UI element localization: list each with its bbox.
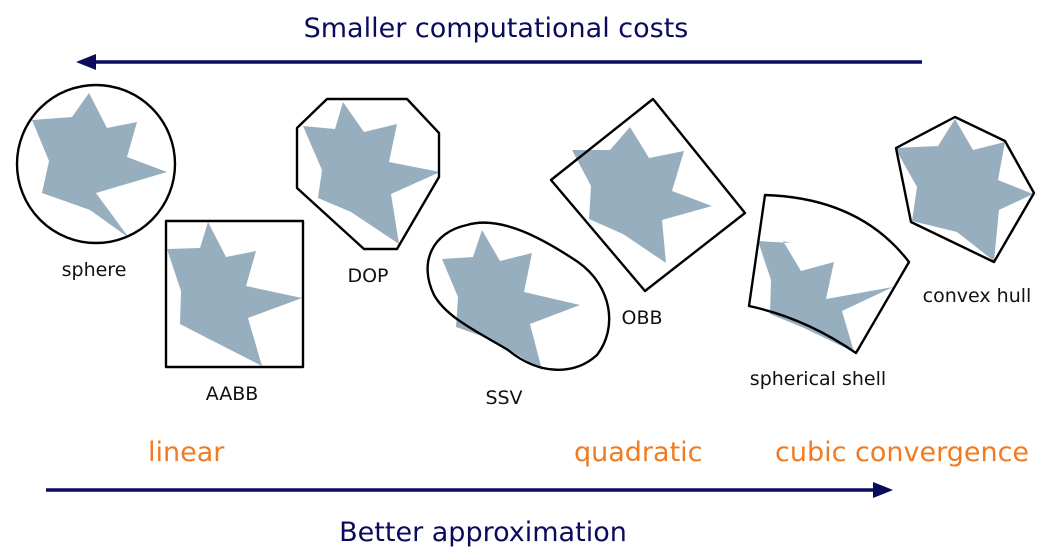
sphere-label: sphere <box>62 259 127 281</box>
quadratic-label: quadratic <box>574 437 703 468</box>
bounding-spherical-shell <box>747 193 911 355</box>
star-shape <box>895 119 1033 261</box>
top-title: Smaller computational costs <box>304 13 689 44</box>
ssv-label: SSV <box>485 387 522 409</box>
spherical-shell-label: spherical shell <box>750 368 886 390</box>
star-shape <box>572 127 712 263</box>
aabb-volume: AABB <box>164 219 305 405</box>
spherical-shell-volume: spherical shell <box>747 193 911 390</box>
obb-label: OBB <box>621 307 662 329</box>
convex-hull-label: convex hull <box>923 285 1032 307</box>
bounding-ssv <box>426 221 611 371</box>
aabb-label: AABB <box>206 383 259 405</box>
bounding-sphere <box>15 83 177 245</box>
star-shape <box>167 222 302 366</box>
convex-hull-volume: convex hull <box>894 115 1036 307</box>
bounding-convex-hull <box>894 115 1036 264</box>
star-shape <box>442 230 580 370</box>
bounding-dop <box>295 97 441 251</box>
cubic-convergence-label: cubic convergence <box>775 437 1029 468</box>
star-shape <box>32 93 167 238</box>
bounding-obb <box>549 97 747 293</box>
bounding-aabb <box>164 219 305 369</box>
sphere-volume: sphere <box>15 83 177 281</box>
bottom-title: Better approximation <box>339 517 627 548</box>
bottom-arrow-head <box>873 482 893 498</box>
dop-volume: DOP <box>295 97 441 287</box>
star-shape <box>303 102 440 244</box>
linear-label: linear <box>148 437 225 468</box>
top-arrow-head <box>76 54 96 70</box>
dop-label: DOP <box>347 265 388 287</box>
star-shape <box>758 241 893 352</box>
ssv-volume: SSV <box>426 221 611 409</box>
obb-volume: OBB <box>549 97 747 329</box>
